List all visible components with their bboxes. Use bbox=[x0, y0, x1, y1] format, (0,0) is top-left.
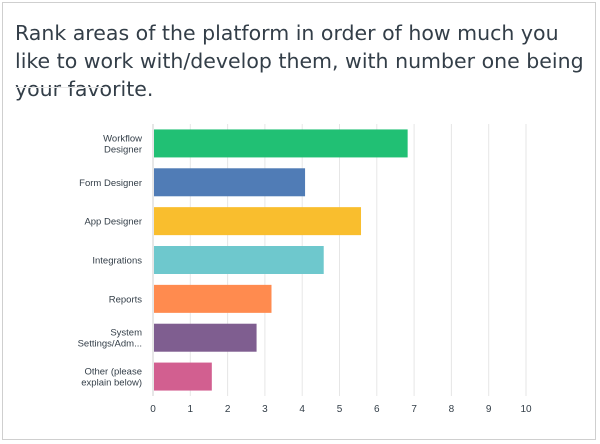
question-card: Rank areas of the platform in order of h… bbox=[2, 2, 596, 440]
bar bbox=[154, 207, 362, 236]
bar bbox=[154, 246, 324, 274]
x-tick-label: 1 bbox=[188, 404, 194, 415]
category-labels: Workflow Designer Form Designer App Designe… bbox=[78, 133, 143, 388]
category-label: Form Designer bbox=[79, 178, 142, 189]
category-label: System Settings/Adm... bbox=[78, 328, 142, 350]
bar bbox=[154, 362, 212, 391]
x-tick-label: 5 bbox=[337, 404, 343, 415]
x-tick-label: 0 bbox=[150, 404, 156, 415]
category-label-line: explain below) bbox=[81, 378, 142, 389]
category-label: Integrations bbox=[92, 256, 142, 267]
category-label-line: Integrations bbox=[92, 256, 142, 267]
x-tick-label: 7 bbox=[411, 404, 417, 415]
bar bbox=[154, 323, 257, 352]
bar bbox=[154, 284, 272, 313]
category-label: App Designer bbox=[84, 217, 142, 228]
category-label-line: App Designer bbox=[84, 217, 142, 228]
category-label-line: Settings/Adm... bbox=[78, 339, 142, 350]
x-tick-label: 2 bbox=[225, 404, 231, 415]
category-label-line: Form Designer bbox=[79, 178, 142, 189]
bar bbox=[154, 129, 408, 158]
x-tick-label: 10 bbox=[520, 404, 532, 415]
x-tick-label: 8 bbox=[449, 404, 455, 415]
x-tick-label: 9 bbox=[486, 404, 492, 415]
question-title: Rank areas of the platform in order of h… bbox=[15, 21, 584, 101]
category-label-line: Workflow bbox=[103, 133, 142, 144]
x-axis-tick-labels: 0 1 2 3 4 5 6 7 8 9 10 bbox=[150, 404, 532, 415]
title-divider bbox=[15, 87, 105, 88]
category-label-line: Other (please bbox=[84, 367, 142, 378]
category-label-line: System bbox=[110, 328, 142, 339]
x-tick-label: 6 bbox=[374, 404, 380, 415]
category-label: Workflow Designer bbox=[103, 133, 142, 155]
bar bbox=[154, 168, 306, 197]
x-tick-label: 4 bbox=[299, 404, 305, 415]
bars bbox=[154, 129, 408, 391]
category-label: Other (please explain below) bbox=[81, 367, 142, 389]
x-tick-label: 3 bbox=[262, 404, 268, 415]
category-label-line: Designer bbox=[104, 144, 142, 155]
category-label: Reports bbox=[109, 294, 143, 305]
category-label-line: Reports bbox=[109, 294, 143, 305]
